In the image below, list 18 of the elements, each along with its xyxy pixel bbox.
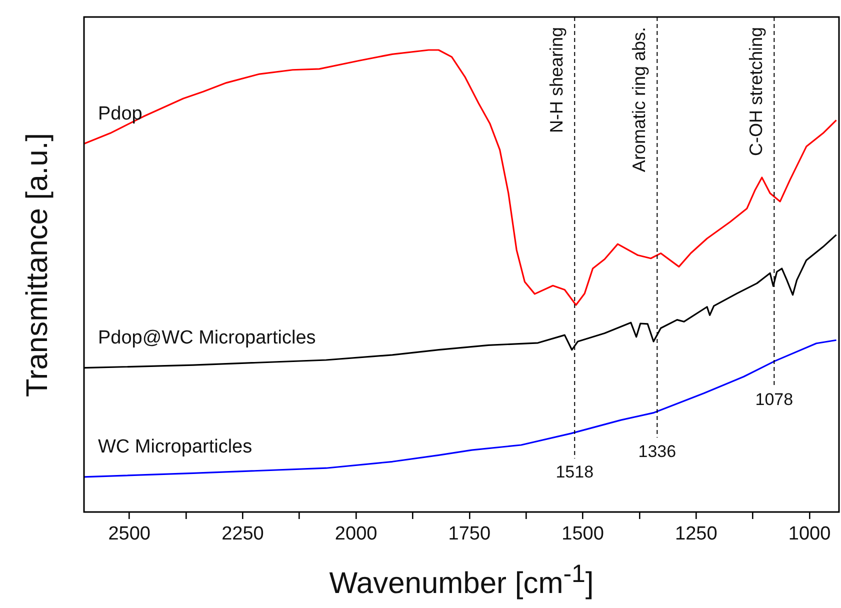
- series-label: Pdop: [98, 104, 142, 125]
- x-axis-title: Wavenumber [cm$^{-1}$]: [328, 560, 595, 601]
- annotation: 1518: [556, 462, 594, 482]
- x-tick-label: 2250: [222, 524, 264, 545]
- series-label: WC Microparticles: [98, 436, 252, 458]
- ref-line-label: C-OH stretching: [746, 27, 766, 156]
- x-tick-label: 1750: [448, 524, 491, 545]
- x-tick-label: 1500: [562, 524, 604, 545]
- series-label: Pdop@WC Microparticles: [98, 328, 316, 349]
- x-tick-label: 2500: [108, 524, 150, 545]
- x-tick-label: 1000: [788, 524, 831, 545]
- x-tick-label: 2000: [334, 524, 378, 545]
- ref-line-label: N-H shearing: [546, 27, 567, 134]
- annotation: 1078: [755, 390, 794, 410]
- x-tick-label: 1250: [675, 524, 718, 545]
- annotation: 1336: [638, 442, 676, 461]
- ref-line-label: Aromatic ring abs.: [629, 27, 650, 172]
- y-axis-title: Transmittance [a.u.]: [21, 132, 55, 396]
